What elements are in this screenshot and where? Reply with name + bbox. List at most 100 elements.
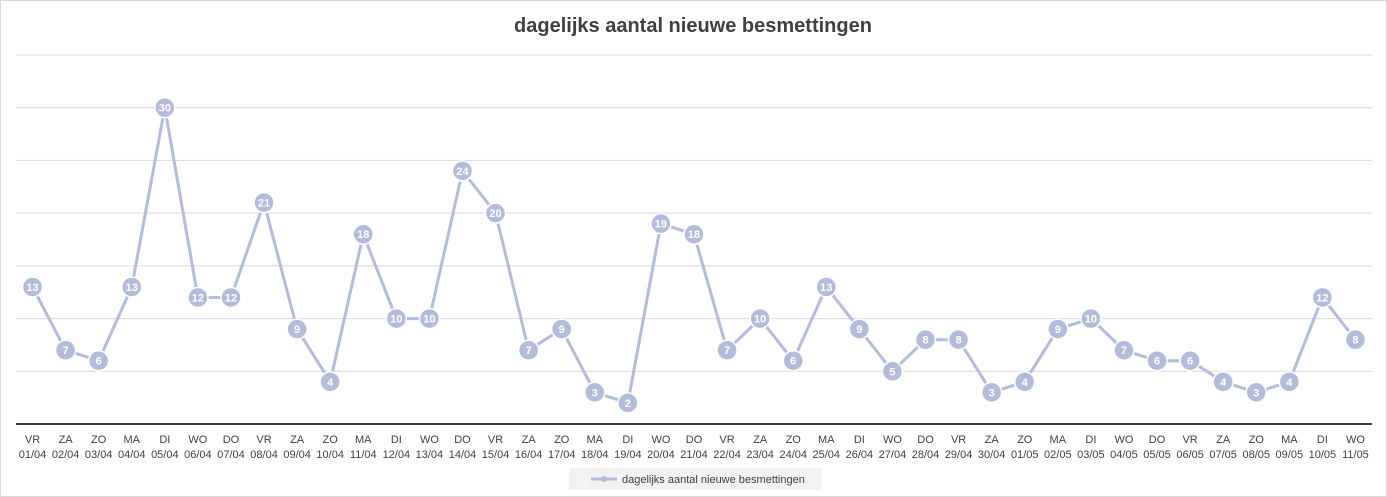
x-tick-label-date: 30/04: [978, 449, 1006, 461]
x-tick-label-day: DI: [391, 434, 402, 446]
data-label: 4: [1286, 377, 1293, 389]
x-tick-label-date: 27/04: [879, 449, 907, 461]
data-point: [716, 339, 738, 361]
x-tick-label-day: ZO: [786, 434, 802, 446]
legend: dagelijks aantal nieuwe besmettingen: [569, 468, 821, 490]
x-tick-label-day: ZO: [1249, 434, 1265, 446]
data-label: 10: [1085, 314, 1097, 326]
x-tick-label-date: 19/04: [614, 449, 642, 461]
data-label: 9: [294, 324, 300, 336]
x-tick-label-day: DO: [223, 434, 240, 446]
x-tick-label-day: MA: [355, 434, 372, 446]
x-tick-label-day: WO: [188, 434, 207, 446]
x-tick-label-day: ZA: [59, 434, 74, 446]
data-point: [385, 307, 408, 330]
legend-marker-swatch: [601, 476, 607, 482]
legend-background: [569, 468, 821, 490]
data-point: [1113, 339, 1135, 361]
x-tick-label-date: 05/04: [151, 449, 179, 461]
data-label: 13: [126, 282, 138, 294]
data-point: [550, 318, 573, 340]
x-tick-label-day: DO: [1149, 434, 1166, 446]
x-tick-label-day: DO: [454, 434, 471, 446]
data-label: 4: [1220, 377, 1227, 389]
x-tick-label-day: DI: [854, 434, 865, 446]
x-tick-label-date: 21/04: [680, 449, 708, 461]
x-tick-label-day: WO: [420, 434, 439, 446]
data-point: [121, 276, 143, 298]
data-label: 10: [754, 314, 766, 326]
x-tick-label-date: 02/04: [52, 449, 80, 461]
data-point: [187, 286, 209, 309]
data-point: [451, 160, 474, 182]
x-tick-label-date: 06/05: [1176, 449, 1204, 461]
data-label: 7: [724, 345, 730, 357]
data-point: [1013, 371, 1036, 393]
data-label: 9: [1055, 324, 1061, 336]
x-tick-label-day: DI: [159, 434, 170, 446]
x-tick-label-day: VR: [256, 434, 271, 446]
x-tick-label-date: 16/04: [515, 449, 543, 461]
x-tick-label-date: 24/04: [779, 449, 807, 461]
data-label: 3: [989, 387, 995, 399]
data-point: [584, 381, 606, 404]
data-point: [1080, 307, 1102, 330]
data-point: [881, 360, 904, 383]
data-label: 10: [390, 314, 402, 326]
x-tick-label-day: DI: [1317, 434, 1328, 446]
x-tick-label-date: 20/04: [647, 449, 675, 461]
x-tick-label-date: 25/04: [813, 449, 841, 461]
x-tick-label-date: 26/04: [846, 449, 874, 461]
x-tick-label-day: ZA: [1216, 434, 1231, 446]
x-tick-label-date: 11/04: [350, 449, 377, 461]
data-label: 7: [63, 345, 69, 357]
data-point: [815, 276, 838, 298]
data-point: [517, 339, 540, 361]
data-point: [1245, 381, 1267, 404]
data-point: [1278, 371, 1301, 393]
x-tick-label-date: 28/04: [912, 449, 940, 461]
data-point: [782, 349, 804, 372]
x-tick-label-date: 06/04: [184, 449, 212, 461]
data-point: [749, 307, 771, 330]
data-label: 4: [327, 377, 334, 389]
x-tick-label-date: 23/04: [746, 449, 774, 461]
x-tick-label-date: 29/04: [945, 449, 973, 461]
data-label: 2: [625, 398, 631, 410]
x-tick-label-date: 12/04: [383, 449, 411, 461]
data-label: 6: [790, 356, 796, 368]
x-tick-label-date: 07/04: [217, 449, 245, 461]
x-tick-label-date: 18/04: [581, 449, 609, 461]
x-tick-label-day: ZO: [323, 434, 339, 446]
data-point: [1179, 349, 1201, 372]
x-tick-label-day: ZO: [91, 434, 107, 446]
data-label: 3: [1253, 387, 1259, 399]
x-tick-label-date: 22/04: [713, 449, 741, 461]
x-tick-label-date: 07/05: [1209, 449, 1237, 461]
x-tick-label-date: 09/05: [1276, 449, 1304, 461]
data-label: 12: [192, 292, 204, 304]
x-tick-label-date: 08/04: [250, 449, 278, 461]
data-point: [418, 307, 441, 330]
data-label: 3: [592, 387, 598, 399]
x-tick-label-date: 01/04: [19, 449, 47, 461]
x-tick-label-day: ZA: [985, 434, 1000, 446]
data-point: [1146, 349, 1168, 372]
x-tick-label-day: VR: [25, 434, 40, 446]
data-label: 5: [889, 366, 895, 378]
x-tick-label-date: 03/05: [1077, 449, 1105, 461]
x-tick-label-day: DO: [686, 434, 703, 446]
x-tick-label-day: ZA: [753, 434, 768, 446]
data-point: [1047, 318, 1069, 340]
x-tick-label-day: MA: [1281, 434, 1298, 446]
data-label: 30: [159, 103, 171, 115]
chart-title: dagelijks aantal nieuwe besmettingen: [514, 15, 872, 37]
x-tick-label-day: ZO: [1017, 434, 1033, 446]
x-tick-label-date: 04/04: [118, 449, 146, 461]
x-tick-label-day: ZO: [554, 434, 570, 446]
data-point: [54, 339, 77, 361]
data-point: [1311, 286, 1334, 309]
data-label: 20: [489, 208, 501, 220]
